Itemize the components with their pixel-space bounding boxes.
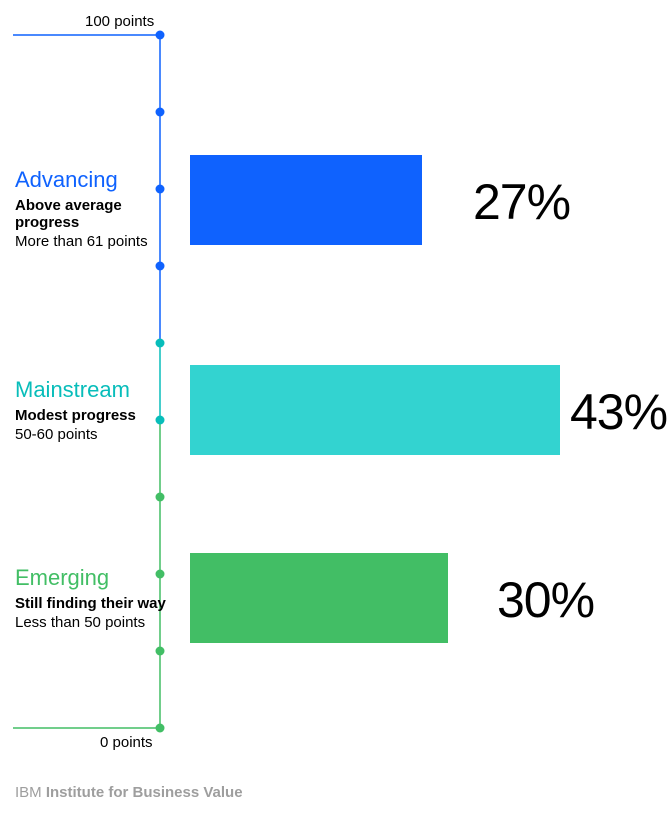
chart-container: 100 points 0 points Advancing Above aver… (0, 0, 670, 821)
bar-emerging (190, 553, 448, 643)
footer-prefix: IBM (15, 784, 46, 801)
pct-emerging: 30% (497, 571, 594, 629)
category-subtitle: More than 61 points (15, 233, 185, 250)
pct-mainstream: 43% (570, 383, 667, 441)
footer-attribution: IBM Institute for Business Value (15, 784, 243, 801)
labelset-mainstream: Mainstream Modest progress 50-60 points (15, 377, 185, 443)
axis-tick (156, 262, 165, 271)
footer-bold: Institute for Business Value (46, 784, 243, 801)
axis-tick (156, 724, 165, 733)
category-subtitle-bold: Still finding their way (15, 595, 185, 612)
axis-tick (156, 493, 165, 502)
axis-tick (156, 108, 165, 117)
bar-mainstream (190, 365, 560, 455)
axis-tick (156, 339, 165, 348)
category-subtitle: Less than 50 points (15, 614, 185, 631)
pct-advancing: 27% (473, 173, 570, 231)
labelset-emerging: Emerging Still finding their way Less th… (15, 565, 185, 631)
axis-bottom-label: 0 points (100, 734, 153, 751)
category-title: Emerging (15, 565, 185, 591)
axis-tick (156, 31, 165, 40)
category-subtitle-bold: Above average progress (15, 197, 185, 231)
category-subtitle-bold: Modest progress (15, 407, 185, 424)
category-subtitle: 50-60 points (15, 426, 185, 443)
category-title: Mainstream (15, 377, 185, 403)
category-title: Advancing (15, 167, 185, 193)
axis-tick (156, 647, 165, 656)
axis-top-label: 100 points (85, 13, 154, 30)
labelset-advancing: Advancing Above average progress More th… (15, 167, 185, 250)
bar-advancing (190, 155, 422, 245)
